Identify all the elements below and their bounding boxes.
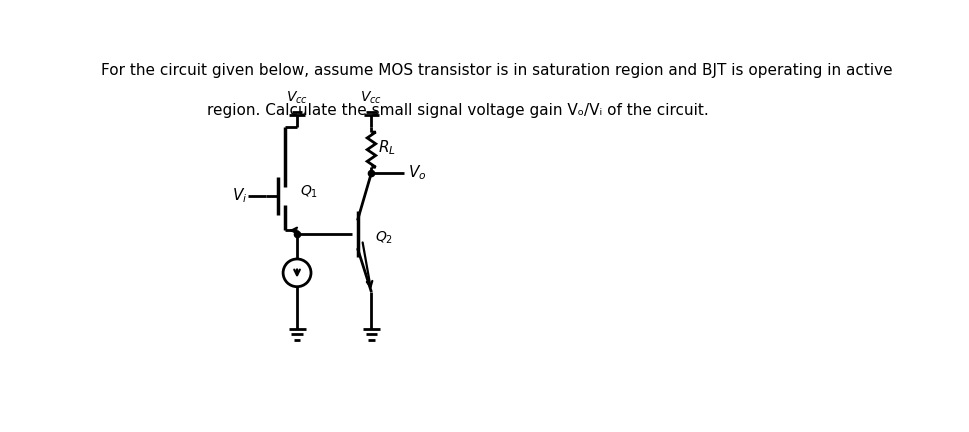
Text: For the circuit given below, assume MOS transistor is in saturation region and B: For the circuit given below, assume MOS … — [101, 64, 892, 79]
Text: $V_{cc}$: $V_{cc}$ — [286, 89, 308, 106]
Text: $V_i$: $V_i$ — [233, 187, 247, 205]
Text: region. Calculate the small signal voltage gain Vₒ/Vᵢ of the circuit.: region. Calculate the small signal volta… — [207, 103, 709, 118]
Text: $R_L$: $R_L$ — [379, 138, 396, 157]
Text: $V_o$: $V_o$ — [408, 163, 426, 182]
Text: $V_{cc}$: $V_{cc}$ — [360, 89, 383, 106]
Text: $Q_2$: $Q_2$ — [375, 230, 392, 246]
Text: $Q_1$: $Q_1$ — [300, 184, 319, 200]
